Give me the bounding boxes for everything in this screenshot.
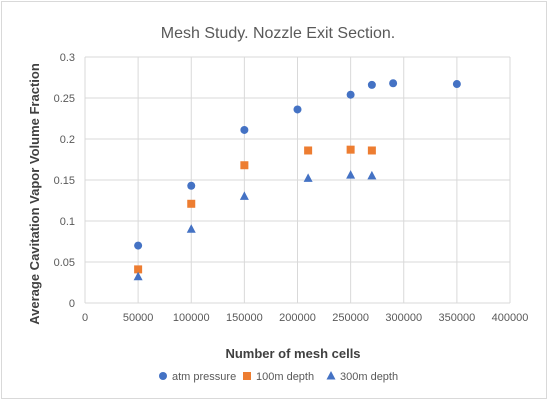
legend-label-100m-depth: 100m depth [256, 371, 314, 383]
x-tick-label: 50000 [123, 312, 154, 324]
point-100m-depth [367, 146, 376, 155]
x-axis-title: Number of mesh cells [225, 346, 360, 361]
y-tick-label: 0.25 [54, 93, 75, 105]
point-atm-pressure [134, 241, 143, 250]
y-tick-label: 0.3 [60, 52, 75, 64]
point-atm-pressure [293, 105, 302, 114]
y-tick-label: 0.1 [60, 216, 75, 228]
legend-label-300m-depth: 300m depth [340, 371, 398, 383]
gridlines [84, 56, 511, 304]
y-tick-label: 0.05 [54, 257, 75, 269]
point-atm-pressure [240, 125, 249, 134]
x-tick-label: 150000 [226, 312, 263, 324]
legend: atm pressure 100m depth 300m depth [159, 371, 398, 383]
point-100m-depth [304, 146, 313, 155]
point-300m-depth [346, 170, 356, 179]
x-tick-label: 0 [82, 312, 88, 324]
y-axis-title: Average Cavitation Vapor Volume Fraction [27, 63, 42, 325]
legend-marker-100m-depth [243, 372, 251, 380]
legend-marker-300m-depth [326, 371, 336, 380]
point-300m-depth [367, 170, 377, 180]
point-300m-depth [239, 191, 249, 200]
x-tick-labels: 0 50000 100000 150000 200000 250000 300000 3500… [82, 312, 528, 324]
point-100m-depth [240, 161, 249, 170]
point-atm-pressure [389, 79, 398, 88]
x-tick-label: 350000 [439, 312, 476, 324]
point-atm-pressure [367, 80, 376, 89]
x-tick-label: 200000 [279, 312, 316, 324]
y-tick-label: 0.2 [60, 134, 75, 146]
data-points [133, 79, 461, 281]
x-tick-label: 400000 [492, 312, 529, 324]
point-300m-depth [303, 173, 313, 182]
chart-title: Mesh Study. Nozzle Exit Section. [161, 25, 395, 42]
point-100m-depth [346, 145, 355, 154]
x-tick-label: 100000 [173, 312, 210, 324]
point-atm-pressure [187, 181, 196, 190]
legend-label-atm-pressure: atm pressure [172, 371, 236, 383]
y-tick-label: 0 [69, 298, 75, 310]
legend-marker-atm-pressure [159, 372, 167, 380]
point-atm-pressure [346, 90, 355, 99]
point-300m-depth [186, 224, 196, 233]
x-tick-label: 250000 [332, 312, 369, 324]
point-atm-pressure [452, 80, 461, 89]
x-tick-label: 300000 [385, 312, 422, 324]
point-300m-depth [133, 271, 143, 281]
point-100m-depth [187, 199, 196, 208]
y-tick-labels: 0 0.05 0.1 0.15 0.2 0.25 0.3 [54, 52, 75, 310]
point-100m-depth [134, 265, 143, 274]
y-tick-label: 0.15 [54, 175, 75, 187]
